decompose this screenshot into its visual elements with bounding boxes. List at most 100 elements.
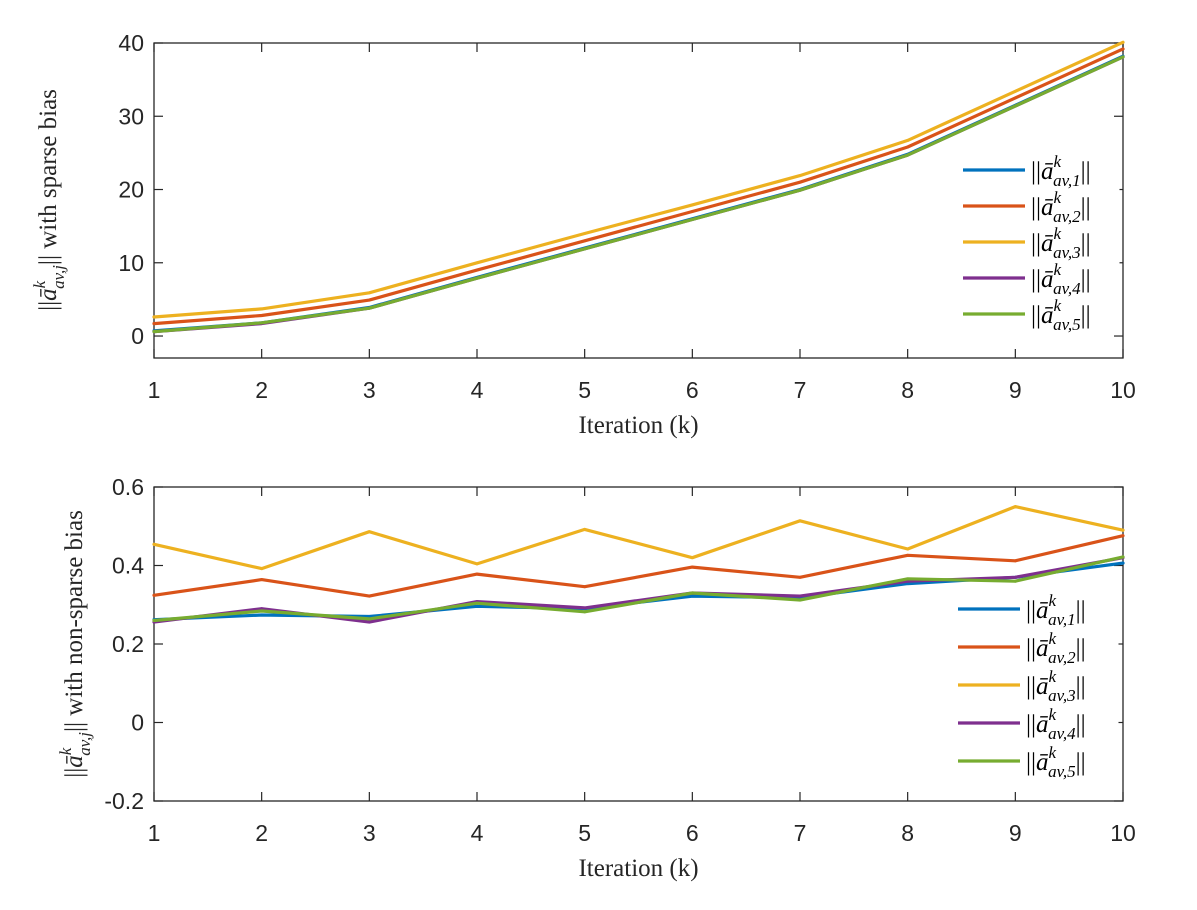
data-point [152, 542, 156, 546]
data-point [475, 572, 479, 576]
data-point [1013, 96, 1017, 100]
legend-entry-3: ||āk av,3|| [1026, 667, 1086, 705]
data-point [1013, 89, 1017, 93]
x-tick-label: 2 [255, 820, 268, 846]
data-point [1121, 47, 1125, 51]
data-point [1121, 40, 1125, 44]
data-point [260, 613, 264, 617]
series-line-5 [152, 55, 1125, 334]
x-axis-label: Iteration (k) [578, 412, 698, 439]
data-point [583, 610, 587, 614]
data-point [798, 519, 802, 523]
data-point [1121, 555, 1125, 559]
data-point [475, 276, 479, 280]
chart-1: 1 2 3 4 5 6 7 8 9 10 0 10 20 30 40 Iteration (k) ||ākav,… [30, 30, 1136, 439]
legend-entry-1: ||āk av,1|| [1026, 591, 1086, 629]
y-tick-label: 0 [131, 710, 144, 736]
y-tick-label: 30 [118, 103, 144, 129]
data-point [152, 315, 156, 319]
data-point [475, 562, 479, 566]
data-point [1121, 534, 1125, 538]
x-tick-label: 9 [1009, 377, 1022, 403]
y-tick-label: 40 [118, 30, 144, 56]
x-tick-label: 8 [901, 377, 914, 403]
legend: ||āk av,1||||āk av,2||||āk av,3||||āk av,4||… [949, 589, 1119, 781]
x-tick-label: 1 [148, 820, 161, 846]
data-point [690, 591, 694, 595]
data-point [260, 578, 264, 582]
x-tick-label: 5 [578, 820, 591, 846]
data-point [906, 577, 910, 581]
data-point [690, 594, 694, 598]
data-point [260, 609, 264, 613]
series-line-2 [152, 47, 1125, 326]
x-tick-label: 2 [255, 377, 268, 403]
series-line-2 [152, 534, 1125, 598]
data-point [798, 594, 802, 598]
data-point [367, 617, 371, 621]
data-point [1013, 104, 1017, 108]
data-point [1013, 579, 1017, 583]
x-tick-label: 6 [686, 377, 699, 403]
data-point [152, 593, 156, 597]
x-tick-label: 5 [578, 377, 591, 403]
y-tick-label: 0.2 [112, 631, 144, 657]
data-point [260, 307, 264, 311]
y-tick-label: 10 [118, 250, 144, 276]
x-tick-label: 4 [471, 820, 484, 846]
data-point [1121, 528, 1125, 532]
data-point [475, 604, 479, 608]
x-tick-label: 4 [471, 377, 484, 403]
data-point [1013, 559, 1017, 563]
data-point [583, 585, 587, 589]
data-point [583, 247, 587, 251]
data-point [583, 606, 587, 610]
data-point [1013, 575, 1017, 579]
y-tick-label: 0.6 [112, 474, 144, 500]
data-point [906, 553, 910, 557]
data-point [475, 601, 479, 605]
x-tick-label: 10 [1110, 820, 1136, 846]
data-point [152, 330, 156, 334]
x-tick-label: 7 [794, 820, 807, 846]
data-point [798, 188, 802, 192]
legend-entry-4: ||āk av,4|| [1026, 705, 1086, 743]
data-point [690, 203, 694, 207]
data-point [1013, 505, 1017, 509]
data-point [583, 527, 587, 531]
y-tick-label: 20 [118, 177, 144, 203]
data-point [152, 619, 156, 622]
data-point [152, 322, 156, 325]
legend-entry-2: ||āk av,2|| [1031, 188, 1091, 226]
data-point [583, 232, 587, 235]
series-line-3 [152, 40, 1125, 319]
legend-entry-2: ||āk av,2|| [1026, 629, 1086, 667]
x-tick-label: 3 [363, 377, 376, 403]
legend-entry-1: ||āk av,1|| [1031, 152, 1091, 190]
legend-entry-4: ||āk av,4|| [1031, 260, 1091, 298]
data-point [798, 598, 802, 602]
legend: ||āk av,1||||āk av,2||||āk av,3||||āk av,4||… [954, 151, 1120, 334]
x-tick-label: 7 [794, 377, 807, 403]
data-point [367, 291, 371, 295]
data-point [798, 575, 802, 579]
data-point [367, 306, 371, 310]
data-point [367, 620, 371, 624]
legend-entry-5: ||āk av,5|| [1026, 743, 1086, 781]
series-line-5 [152, 555, 1125, 623]
data-point [906, 139, 910, 142]
x-tick-label: 3 [363, 820, 376, 846]
data-point [690, 565, 694, 569]
data-point [690, 556, 694, 560]
chart-2: 1 2 3 4 5 6 7 8 9 10 -0.2 0 0.2 0.4 0.6 Iteration (k) ||… [56, 474, 1136, 882]
data-point [475, 268, 479, 272]
x-axis-label: Iteration (k) [578, 855, 698, 882]
x-tick-label: 9 [1009, 820, 1022, 846]
data-point [1121, 55, 1125, 59]
series-line-3 [152, 505, 1125, 571]
y-tick-label: 0 [131, 323, 144, 349]
y-tick-label: -0.2 [104, 788, 144, 814]
x-tick-label: 6 [686, 820, 699, 846]
data-point [367, 530, 371, 534]
data-point [475, 261, 479, 265]
